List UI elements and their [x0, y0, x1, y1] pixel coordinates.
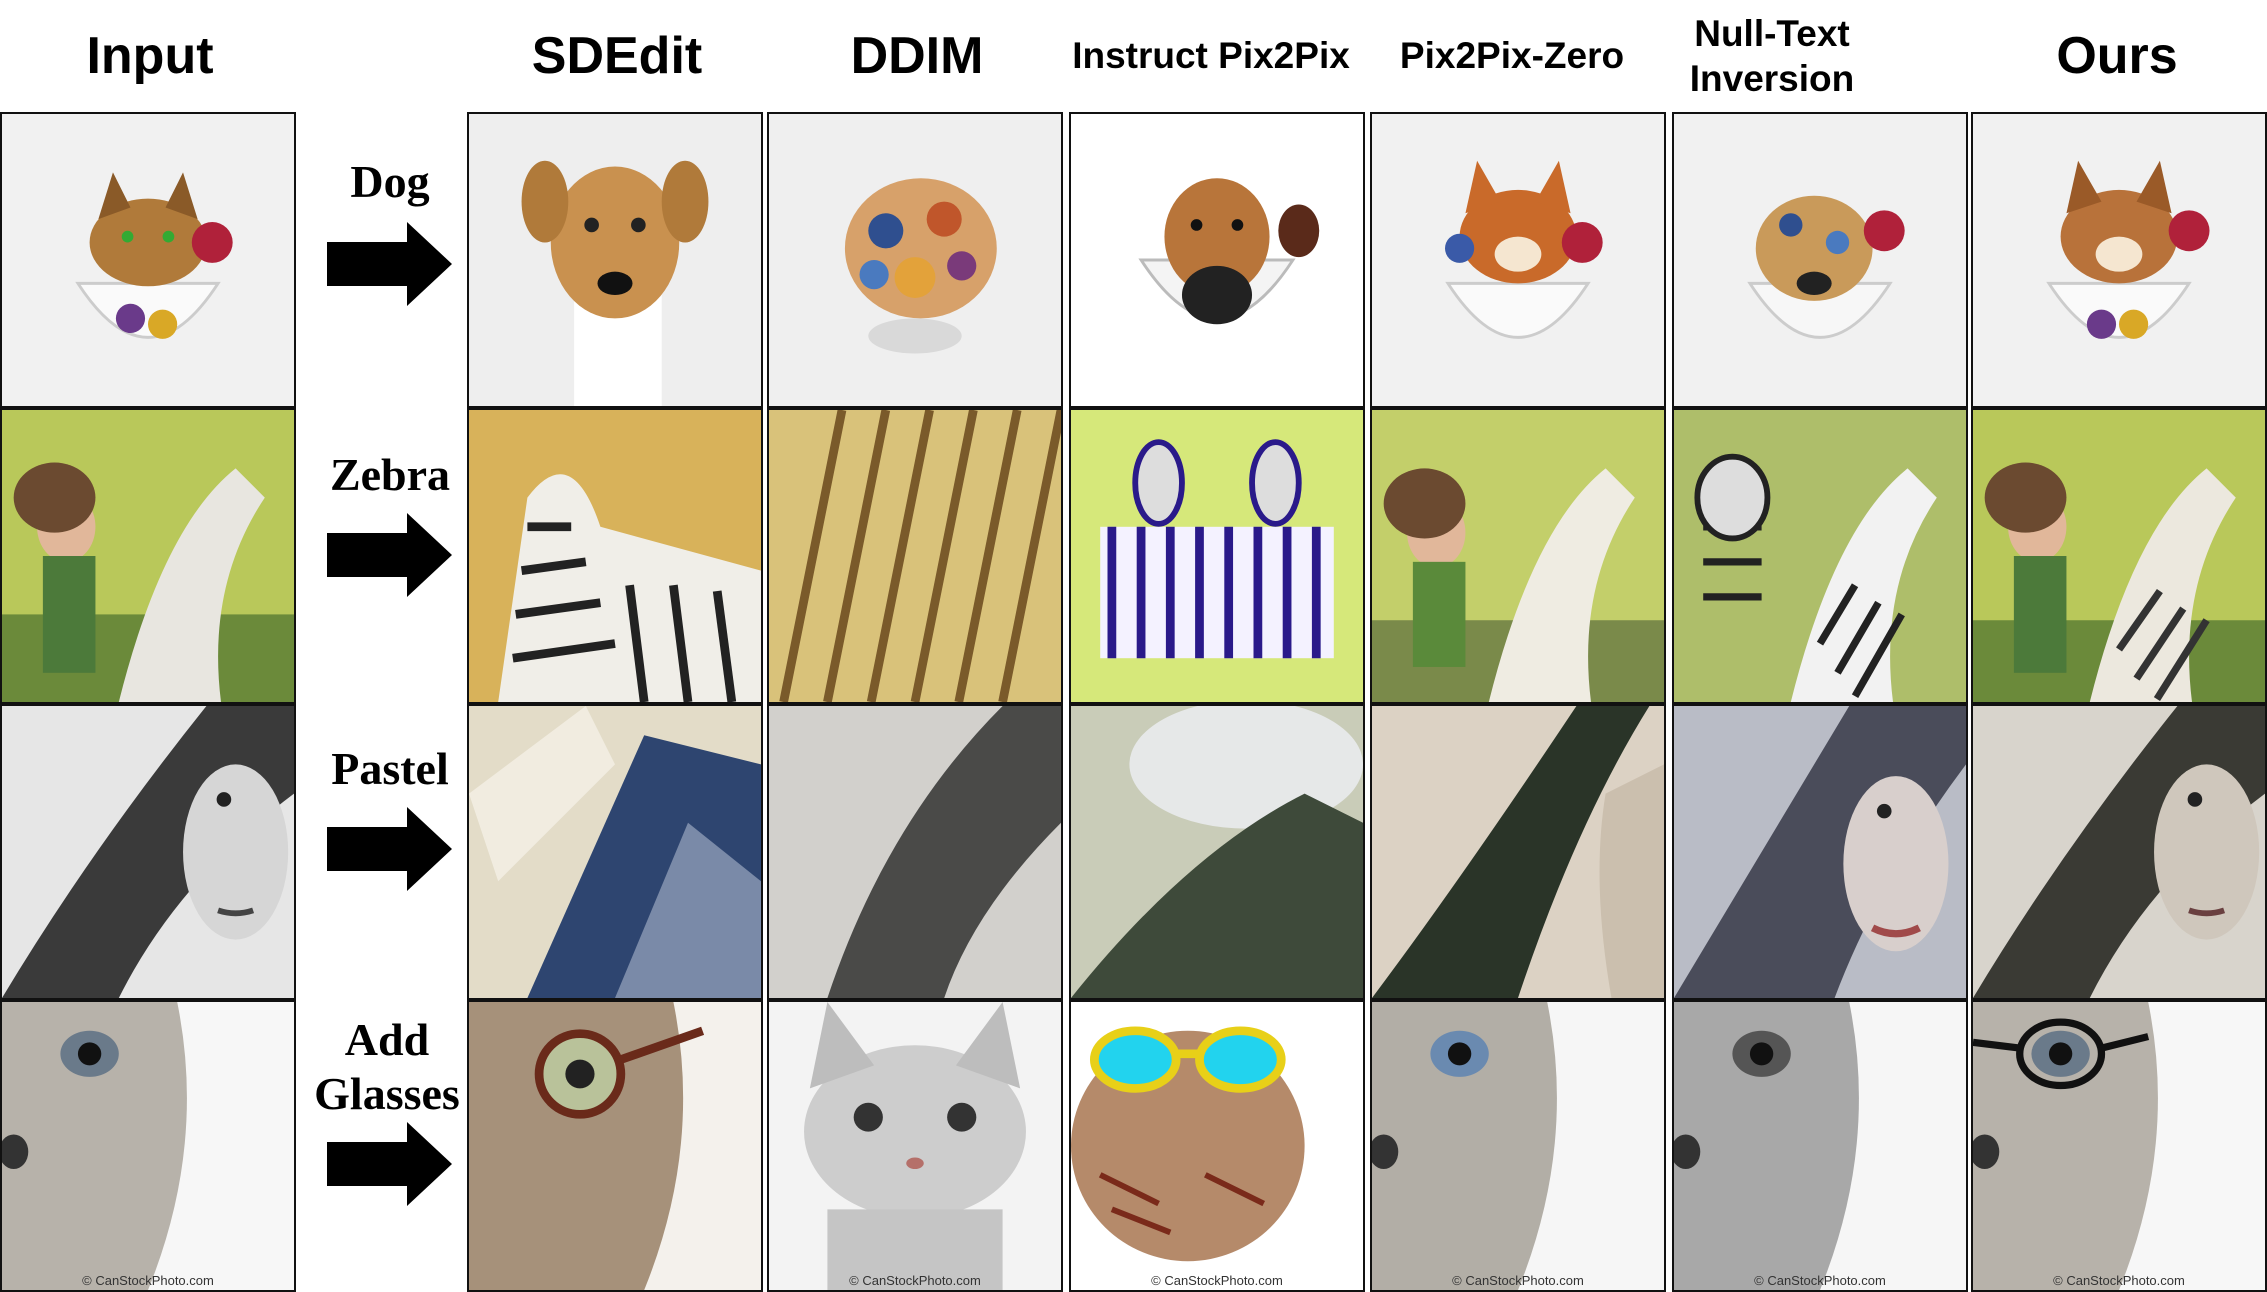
right-arrow-icon	[327, 807, 452, 891]
image-cell	[1971, 112, 2267, 408]
prompt-label-pastel: Pastel	[331, 743, 449, 794]
image-cell: © CanStockPhoto.com	[1971, 1000, 2267, 1292]
image-cell	[1672, 112, 1968, 408]
image-cell	[1069, 112, 1365, 408]
image-cell	[0, 112, 296, 408]
image-cell	[1971, 704, 2267, 1000]
header-pix2pix-zero: Pix2Pix-Zero	[1399, 35, 1625, 77]
header-sdedit: SDEdit	[531, 27, 703, 85]
right-arrow-icon	[327, 1122, 452, 1206]
image-cell	[767, 112, 1063, 408]
image-cell	[1069, 704, 1365, 1000]
image-cell	[0, 704, 296, 1000]
right-arrow-icon	[327, 513, 452, 597]
image-cell	[1069, 408, 1365, 704]
image-cell	[767, 408, 1063, 704]
watermark: © CanStockPhoto.com	[849, 1273, 981, 1288]
image-cell	[1370, 112, 1666, 408]
image-cell	[1370, 408, 1666, 704]
image-cell	[467, 704, 763, 1000]
image-cell: © CanStockPhoto.com	[767, 1000, 1063, 1292]
header-ours: Ours	[2056, 27, 2178, 85]
watermark: © CanStockPhoto.com	[1452, 1273, 1584, 1288]
watermark: © CanStockPhoto.com	[82, 1273, 214, 1288]
image-cell: © CanStockPhoto.com	[1370, 1000, 1666, 1292]
image-cell: © CanStockPhoto.com	[1672, 1000, 1968, 1292]
image-cell	[467, 112, 763, 408]
header-null-text-inversion: Null-Text Inversion	[1689, 12, 1855, 99]
header-input: Input	[86, 27, 214, 85]
image-cell	[1672, 704, 1968, 1000]
header-instruct-pix2pix: Instruct Pix2Pix	[1072, 35, 1350, 77]
right-arrow-icon	[327, 222, 452, 306]
prompt-label-add-glasses: Add Glasses	[314, 1014, 460, 1120]
image-cell	[1672, 408, 1968, 704]
watermark: © CanStockPhoto.com	[1754, 1273, 1886, 1288]
image-cell	[467, 408, 763, 704]
image-cell: © CanStockPhoto.com	[1069, 1000, 1365, 1292]
image-cell	[467, 1000, 763, 1292]
header-ddim: DDIM	[850, 27, 984, 85]
prompt-label-dog: Dog	[350, 156, 430, 207]
image-cell	[1370, 704, 1666, 1000]
watermark: © CanStockPhoto.com	[1151, 1273, 1283, 1288]
watermark: © CanStockPhoto.com	[2053, 1273, 2185, 1288]
prompt-label-zebra: Zebra	[329, 449, 451, 500]
image-cell: © CanStockPhoto.com	[0, 1000, 296, 1292]
image-cell	[767, 704, 1063, 1000]
image-cell	[0, 408, 296, 704]
image-cell	[1971, 408, 2267, 704]
